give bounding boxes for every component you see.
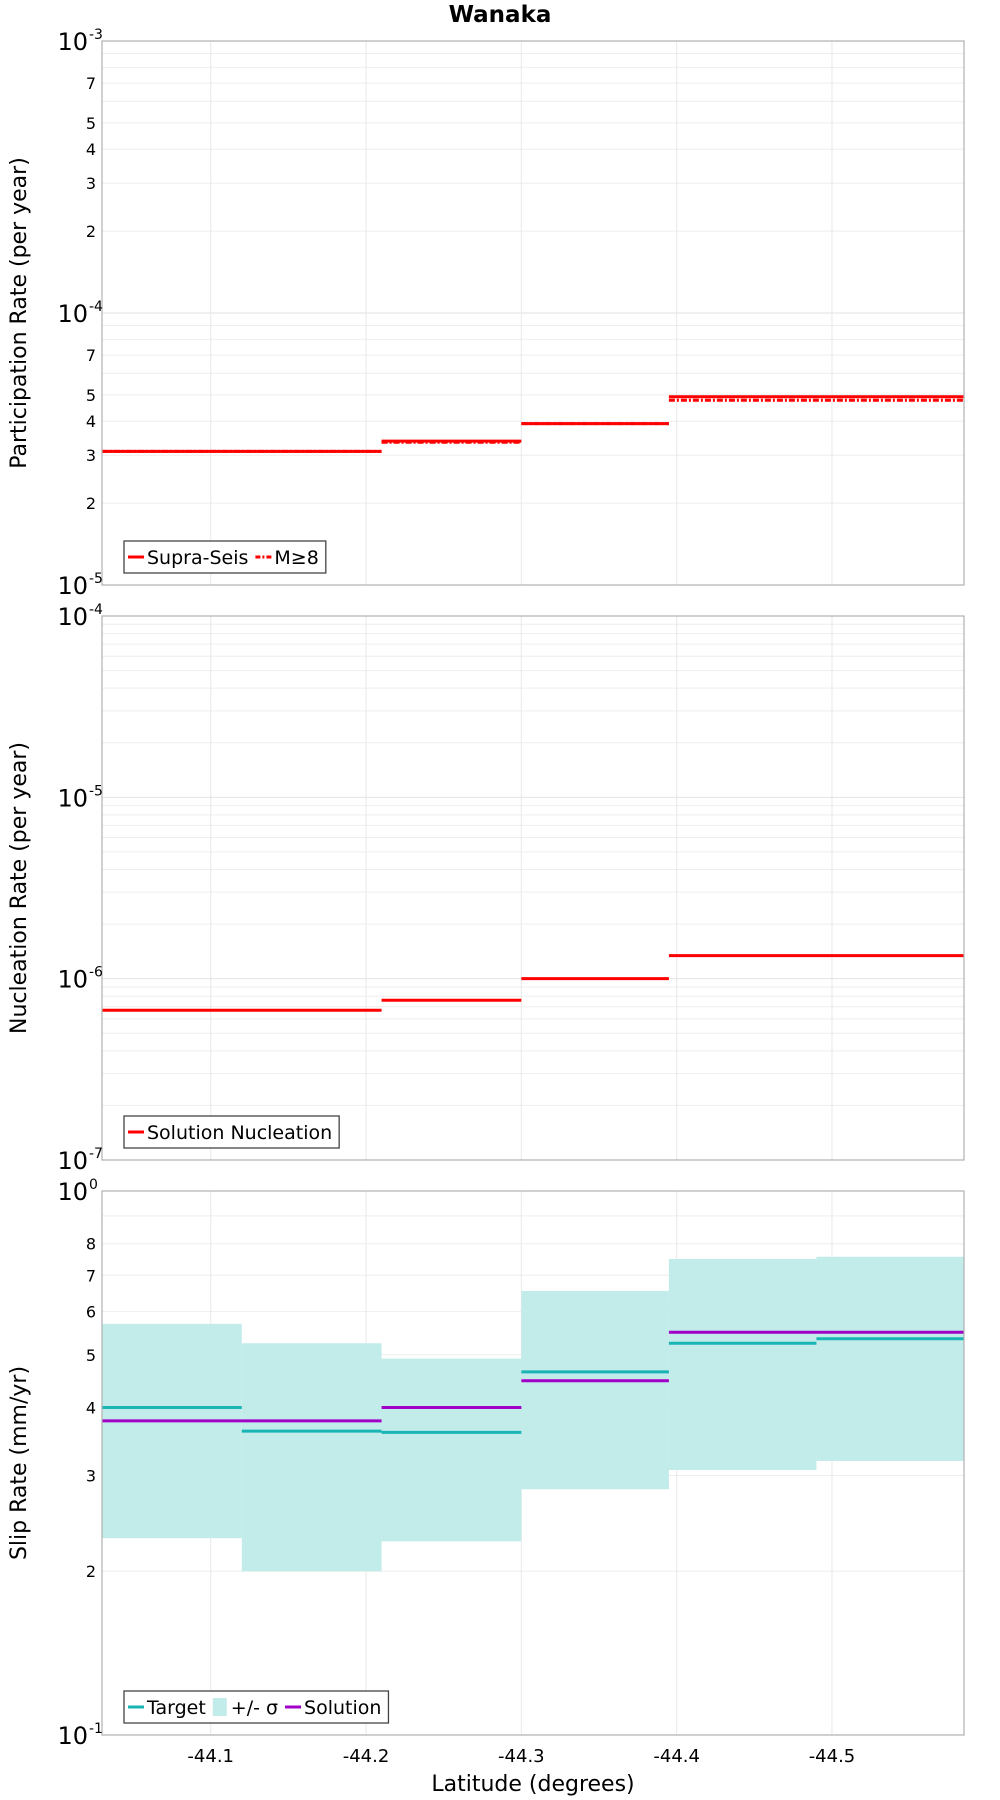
participation-y-label: Participation Rate (per year) — [7, 157, 32, 469]
x-tick-label: -44.2 — [343, 1746, 390, 1767]
participation-y-minor-label: 7 — [86, 74, 96, 93]
slip-rate-legend-label: Target — [146, 1697, 206, 1719]
nucleation-y-major-label: 10 — [57, 1147, 88, 1175]
participation-y-minor-label: 7 — [86, 346, 96, 365]
slip-rate-y-minor-label: 6 — [86, 1303, 96, 1322]
slip-rate-y-minor-label: 3 — [86, 1466, 96, 1485]
nucleation-y-major-exponent: -5 — [89, 783, 103, 799]
slip-rate-band-segment — [668, 1258, 817, 1470]
nucleation-legend-label: Solution Nucleation — [147, 1122, 332, 1144]
x-tick-label: -44.4 — [653, 1746, 700, 1767]
slip-rate-band-segment — [381, 1358, 522, 1542]
participation-y-minor-label: 2 — [86, 222, 96, 241]
slip-rate-band-segment — [816, 1256, 964, 1461]
participation-legend-label: Supra-Seis — [147, 547, 248, 569]
nucleation-y-major-exponent: -6 — [89, 965, 103, 981]
slip-rate-legend-swatch — [212, 1698, 227, 1716]
slip-rate-y-minor-label: 2 — [86, 1562, 96, 1581]
x-tick-label: -44.3 — [498, 1746, 545, 1767]
participation-y-major-exponent: -3 — [89, 27, 103, 43]
panel-nucleation: 10-410-510-610-7 Nucleation Rate (per ye… — [7, 602, 965, 1175]
participation-y-major-exponent: -4 — [89, 299, 103, 315]
slip-rate-y-major-exponent: 0 — [89, 1177, 98, 1193]
nucleation-series — [102, 954, 964, 1012]
slip-rate-y-minor-label: 8 — [86, 1235, 96, 1254]
participation-y-major-label: 10 — [57, 572, 88, 600]
x-axis-ticks: -44.1 -44.2 -44.3 -44.4 -44.5 — [187, 1746, 855, 1767]
slip-rate-y-major-label: 10 — [57, 1178, 88, 1206]
participation-y-minor-label: 5 — [86, 386, 96, 405]
slip-rate-legend-box — [123, 1690, 390, 1724]
nucleation-y-major-label: 10 — [57, 603, 88, 631]
participation-legend-label: M≥8 — [274, 547, 318, 569]
participation-y-minor-label: 3 — [86, 174, 96, 193]
participation-grid — [102, 40, 964, 586]
figure-title: Wanaka — [449, 2, 552, 28]
slip-rate-y-major-label: 10 — [57, 1722, 88, 1750]
slip-rate-y-minor-label: 4 — [86, 1398, 96, 1417]
x-tick-label: -44.1 — [187, 1746, 234, 1767]
nucleation-y-major-label: 10 — [57, 784, 88, 812]
participation-legend-box — [123, 540, 327, 574]
slip-rate-y-minor-label: 5 — [86, 1346, 96, 1365]
nucleation-y-ticks: 10-410-510-610-7 — [57, 602, 103, 1175]
slip-rate-legend: Target +/- σ Solution — [123, 1690, 390, 1724]
participation-y-major-exponent: -5 — [89, 571, 103, 587]
nucleation-y-major-exponent: -4 — [89, 602, 103, 618]
slip-rate-y-minor-label: 7 — [86, 1266, 96, 1285]
nucleation-y-major-label: 10 — [57, 966, 88, 994]
nucleation-grid — [102, 615, 964, 1161]
x-tick-label: -44.5 — [809, 1746, 856, 1767]
slip-rate-legend-label: +/- σ — [231, 1697, 278, 1719]
slip-rate-legend-label: Solution — [304, 1697, 381, 1719]
nucleation-y-major-exponent: -7 — [89, 1146, 103, 1162]
slip-rate-band-segment — [241, 1343, 382, 1572]
participation-y-minor-label: 3 — [86, 446, 96, 465]
participation-y-minor-label: 4 — [86, 140, 96, 159]
x-axis-label: Latitude (degrees) — [431, 1772, 634, 1797]
nucleation-legend: Solution Nucleation — [123, 1115, 340, 1149]
nucleation-frame — [101, 615, 965, 1161]
slip-rate-y-major-exponent: -1 — [89, 1721, 103, 1737]
participation-y-major-label: 10 — [57, 28, 88, 56]
participation-y-minor-label: 4 — [86, 412, 96, 431]
participation-y-minor-label: 5 — [86, 114, 96, 133]
slip-rate-band-segment — [102, 1323, 242, 1539]
participation-legend: Supra-Seis M≥8 — [123, 540, 327, 574]
participation-y-minor-label: 2 — [86, 494, 96, 513]
slip-rate-series — [102, 1256, 964, 1572]
participation-y-major-label: 10 — [57, 300, 88, 328]
participation-frame — [101, 40, 965, 586]
slip-rate-frame — [101, 1190, 965, 1736]
participation-series — [102, 395, 964, 453]
slip-rate-band-segment — [521, 1290, 669, 1490]
nucleation-y-label: Nucleation Rate (per year) — [7, 742, 32, 1034]
nucleation-legend-box — [123, 1115, 340, 1149]
slip-rate-y-label: Slip Rate (mm/yr) — [7, 1366, 32, 1560]
